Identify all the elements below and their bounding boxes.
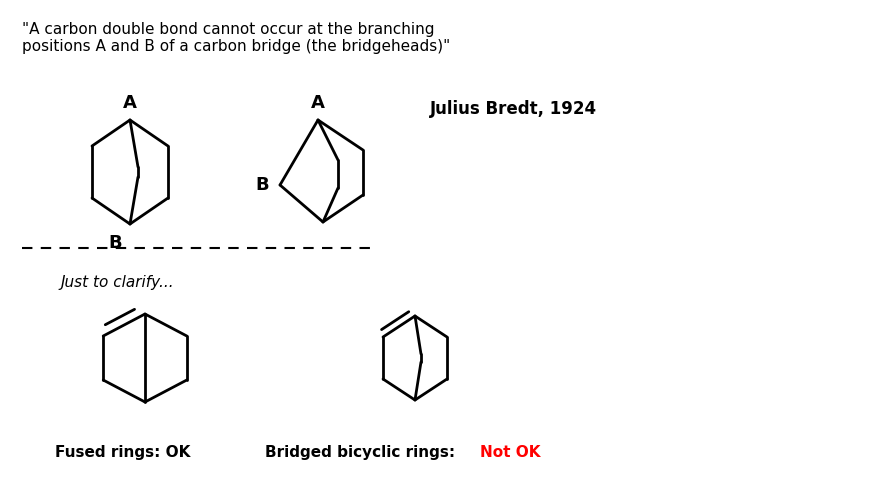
Text: A: A — [123, 94, 137, 112]
Text: Fused rings: OK: Fused rings: OK — [55, 445, 190, 460]
Text: Just to clarify...: Just to clarify... — [60, 275, 173, 290]
Text: A: A — [311, 94, 325, 112]
Text: Not OK: Not OK — [480, 445, 540, 460]
Text: B: B — [255, 176, 268, 194]
Text: "A carbon double bond cannot occur at the branching
positions A and B of a carbo: "A carbon double bond cannot occur at th… — [22, 22, 451, 54]
Text: B: B — [108, 234, 121, 252]
Text: Bridged bicyclic rings:: Bridged bicyclic rings: — [265, 445, 460, 460]
Text: Julius Bredt, 1924: Julius Bredt, 1924 — [430, 100, 598, 118]
